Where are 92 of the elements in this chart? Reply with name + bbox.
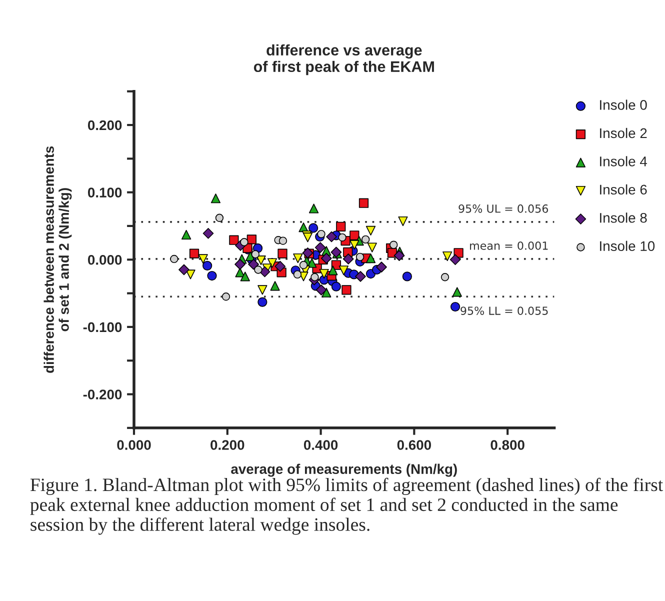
point — [270, 281, 280, 291]
y-tick-label: 0.000 — [88, 254, 122, 265]
ref-line-label: 95% UL = 0.056 — [458, 204, 548, 213]
point — [322, 288, 332, 298]
point — [362, 235, 370, 244]
y-tick-label: -0.200 — [83, 390, 122, 400]
point — [452, 287, 462, 297]
point — [394, 250, 405, 262]
x-tick-label: 0.600 — [397, 440, 431, 450]
point — [376, 262, 387, 272]
point — [229, 235, 239, 245]
point — [240, 272, 250, 282]
legend-label: Insole 10 — [600, 240, 655, 252]
point — [240, 238, 248, 246]
point — [202, 260, 212, 270]
point — [342, 285, 352, 295]
x-tick-label: 0.800 — [490, 440, 524, 450]
point — [366, 253, 376, 264]
point — [328, 266, 338, 276]
point — [338, 266, 348, 276]
point — [258, 285, 268, 295]
point — [355, 271, 366, 282]
legend-label: Insole 0 — [600, 100, 647, 110]
point — [342, 254, 354, 264]
point — [210, 194, 221, 204]
point — [293, 253, 303, 264]
point — [198, 254, 208, 264]
point — [181, 230, 192, 240]
point — [215, 214, 224, 222]
point — [326, 231, 337, 242]
x-tick-label: 0.400 — [304, 440, 338, 450]
point — [450, 254, 461, 266]
y-tick-label: -0.100 — [83, 322, 122, 332]
point — [251, 250, 260, 258]
legend-label: Insole 4 — [600, 156, 647, 166]
point — [234, 258, 246, 270]
point — [256, 255, 266, 266]
point — [390, 240, 398, 249]
point — [366, 226, 376, 236]
x-tick-label: 0.200 — [210, 440, 244, 450]
point — [320, 252, 332, 264]
point — [316, 284, 327, 296]
y-tick-label: 0.200 — [88, 120, 122, 130]
point — [350, 240, 360, 250]
legend-label: Insole 8 — [600, 212, 647, 223]
point — [207, 270, 217, 281]
point — [450, 302, 460, 312]
point — [274, 260, 286, 272]
point — [308, 204, 319, 214]
point — [338, 233, 346, 242]
point — [319, 268, 329, 279]
point — [267, 258, 278, 268]
point — [299, 260, 308, 270]
caption: Figure 1. Bland-Altman plot with 95% limits of agreement (dashed lines) of the first peak external knee adduction moment of set 1 and set 2 conducted in the same session by the different lateral wedge insoles. — [30, 478, 664, 535]
point — [259, 266, 270, 278]
point — [258, 297, 268, 307]
point — [442, 251, 452, 262]
legend-label: Insole 6 — [600, 184, 647, 195]
point — [317, 230, 326, 238]
x-tick-label: 0.000 — [117, 440, 151, 450]
ref-line-label: mean = 0.001 — [470, 241, 548, 250]
point — [398, 216, 408, 226]
point — [307, 258, 317, 268]
point — [293, 270, 302, 279]
point — [308, 223, 318, 233]
legend-label: Insole 2 — [600, 128, 647, 138]
point — [336, 222, 346, 232]
y-axis-title: difference between measurements of set 1 and 2 (Nm/kg) — [44, 146, 72, 373]
point — [310, 273, 319, 282]
chart-title: difference vs average of first peak of the EKAM — [254, 44, 434, 76]
point — [402, 272, 412, 282]
x-axis-title: average of measurements (Nm/kg) — [231, 464, 457, 477]
point — [170, 254, 178, 264]
point — [202, 228, 214, 239]
point — [254, 266, 262, 274]
point — [278, 248, 288, 258]
point — [178, 264, 190, 276]
point — [350, 230, 360, 240]
point — [314, 242, 326, 253]
point — [246, 234, 256, 244]
point — [189, 248, 200, 258]
point — [440, 273, 450, 282]
annotation: 95% LL = 0.055 — [460, 306, 548, 315]
point — [358, 198, 369, 208]
point — [367, 242, 377, 252]
point — [186, 270, 196, 280]
point — [222, 292, 230, 301]
point — [331, 282, 342, 292]
point — [356, 252, 364, 262]
point — [248, 258, 259, 270]
y-tick-label: 0.100 — [88, 188, 122, 198]
point — [278, 236, 288, 245]
